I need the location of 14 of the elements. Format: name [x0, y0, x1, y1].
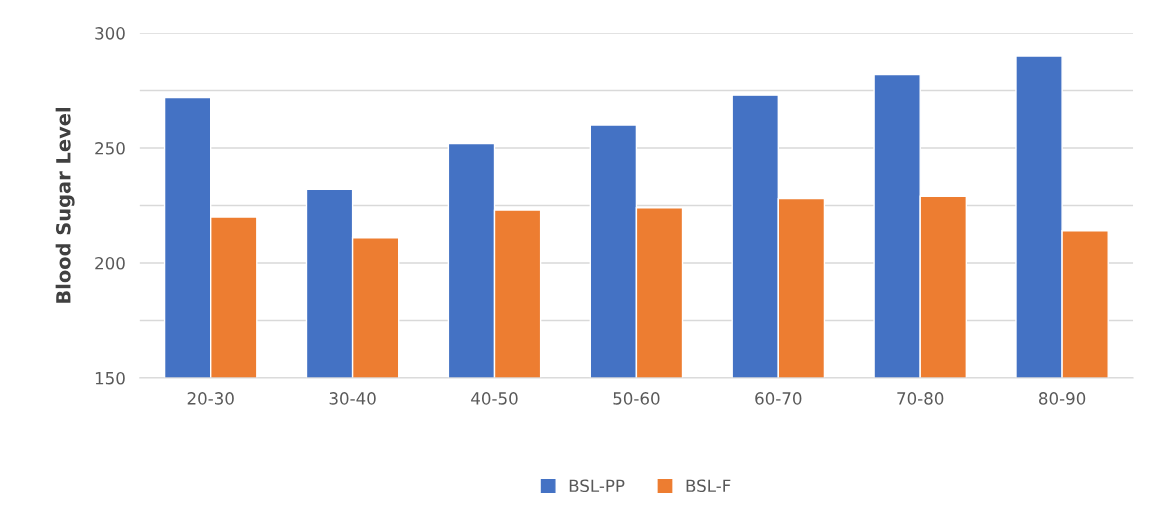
x-tick-label: 80-90 [1039, 392, 1086, 405]
legend-label: BSL-F [686, 479, 731, 493]
y-tick-label: 300 [95, 27, 125, 40]
y-tick-label: 150 [95, 371, 125, 385]
x-tick-label: 40-50 [471, 392, 518, 405]
x-tick-label: 70-80 [897, 392, 944, 405]
y-tick-label: 250 [95, 142, 125, 155]
legend-label: BSL-PP [569, 479, 625, 493]
y-tick-label: 200 [95, 256, 125, 270]
x-tick-label: 20-30 [187, 392, 234, 405]
x-tick-label: 30-40 [329, 392, 376, 405]
x-tick-label: 50-60 [613, 392, 660, 405]
x-tick-label: 60-70 [755, 392, 802, 405]
y-axis-title: Blood Sugar Level [55, 108, 75, 303]
